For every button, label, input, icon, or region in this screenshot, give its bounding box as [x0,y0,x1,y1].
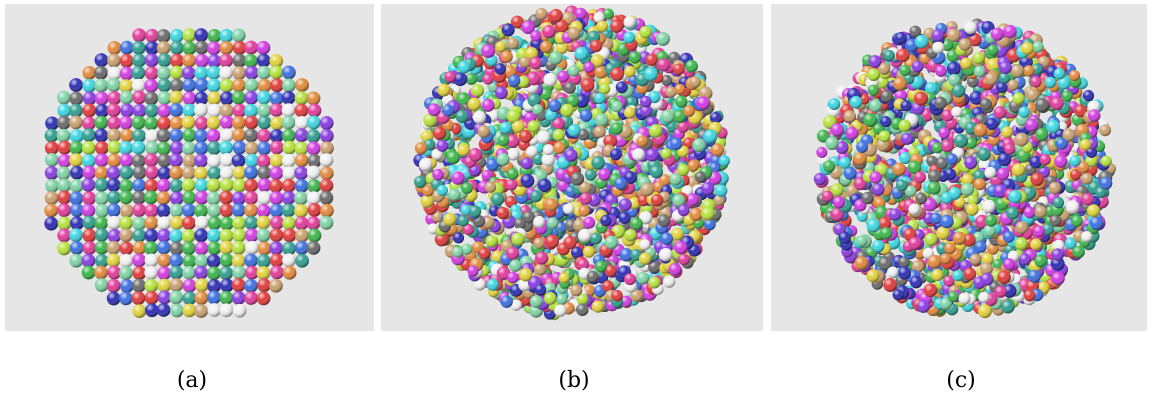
sphere-packing-image-b [381,4,763,331]
lattice-sphere-render [44,28,334,318]
sphere-packing-image-a [5,4,374,331]
caption-a: (a) [176,368,208,393]
caption-b: (b) [558,368,590,393]
random-sphere-render [413,5,730,321]
caption-c: (c) [946,368,976,393]
sphere-packing-image-c [771,4,1147,331]
random-sphere-render [813,18,1116,319]
